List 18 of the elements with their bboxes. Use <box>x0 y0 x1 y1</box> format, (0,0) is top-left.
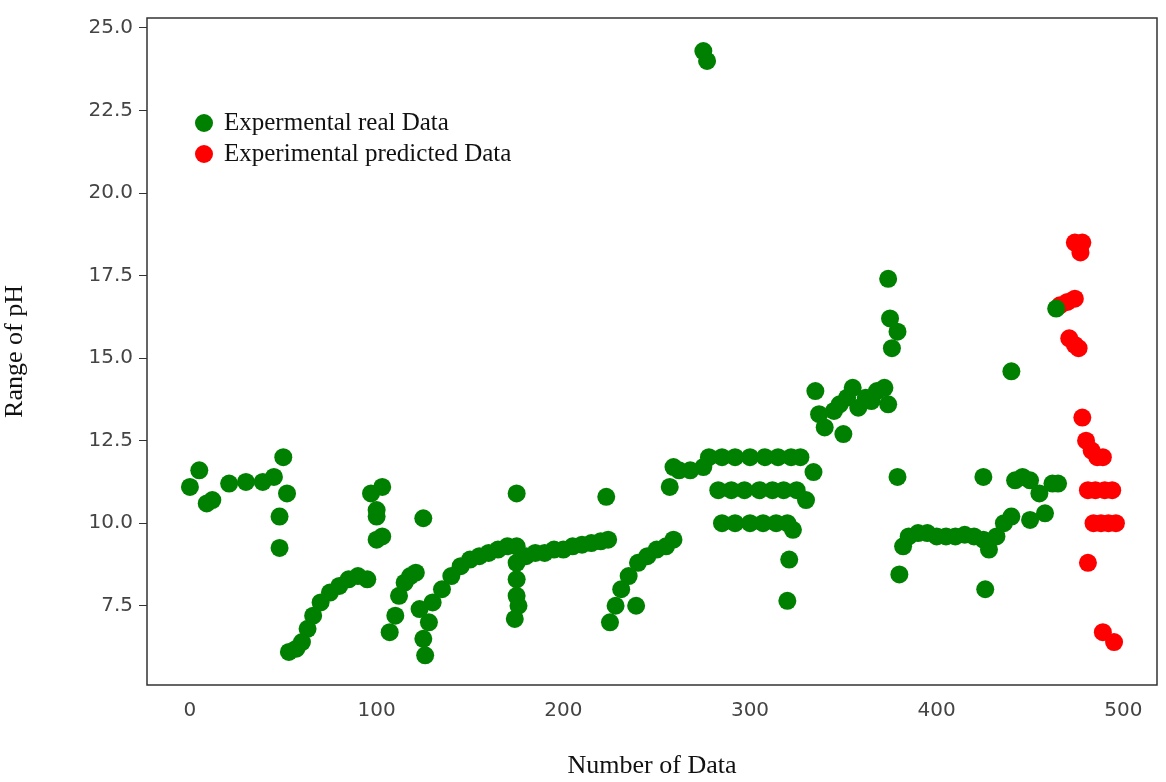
x-tick-label: 300 <box>730 697 770 722</box>
legend-label: Experimental predicted Data <box>224 138 512 166</box>
y-tick-label: 17.5 <box>88 261 133 286</box>
y-tick-label: 25.0 <box>88 14 133 39</box>
y-tick-label: 22.5 <box>88 96 133 121</box>
x-tick-label: 100 <box>357 697 396 722</box>
legend-label: Expermental real Data <box>224 107 449 135</box>
x-tick-label: 400 <box>917 697 956 722</box>
x-tick-label: 200 <box>544 697 583 722</box>
y-axis-title: Range of pH <box>0 284 29 418</box>
x-tick-label: 0 <box>183 697 197 722</box>
y-tick-label: 10.0 <box>88 509 133 534</box>
x-axis-title: Number of Data <box>567 750 737 780</box>
y-tick-label: 20.0 <box>88 179 133 204</box>
y-tick-label: 7.5 <box>101 591 133 616</box>
x-tick-label: 500 <box>1104 697 1143 722</box>
y-tick-label: 15.0 <box>88 344 133 369</box>
y-tick-label: 12.5 <box>88 426 133 451</box>
